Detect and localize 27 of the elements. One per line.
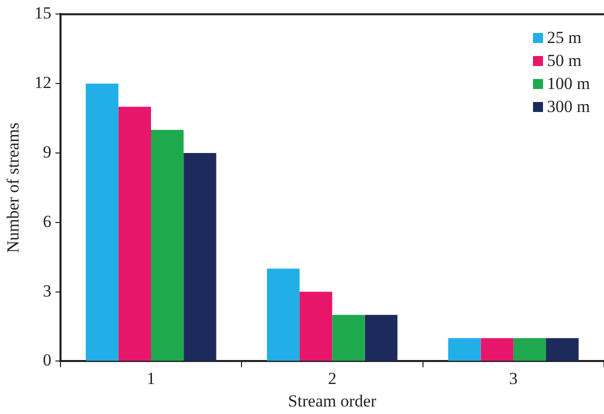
bar xyxy=(480,338,514,361)
y-tick-label: 0 xyxy=(42,350,52,370)
y-tick-label: 12 xyxy=(34,73,52,92)
x-axis-title: Stream order xyxy=(288,391,377,410)
x-tick-label: 3 xyxy=(509,368,518,388)
legend-label: 300 m xyxy=(547,96,590,118)
bar xyxy=(364,314,398,361)
y-tick-label: 15 xyxy=(34,4,52,23)
y-tick-label: 9 xyxy=(42,142,52,162)
y-axis-title: Number of streams xyxy=(4,122,23,253)
bar xyxy=(300,292,332,361)
legend-label: 100 m xyxy=(547,73,590,96)
x-tick-label: 1 xyxy=(146,368,156,388)
y-tick-label: 3 xyxy=(42,281,52,300)
bar xyxy=(184,153,216,361)
legend-label: 25 m xyxy=(547,27,582,50)
bar xyxy=(86,84,118,361)
bar xyxy=(546,338,579,361)
x-tick-label: 2 xyxy=(328,368,336,388)
legend-label: 50 m xyxy=(547,50,582,72)
bar xyxy=(332,314,365,361)
bar xyxy=(448,338,481,361)
bar xyxy=(513,338,546,361)
bar xyxy=(118,106,151,361)
y-tick-label: 6 xyxy=(42,212,52,231)
bar xyxy=(266,268,300,361)
bar xyxy=(151,130,184,361)
